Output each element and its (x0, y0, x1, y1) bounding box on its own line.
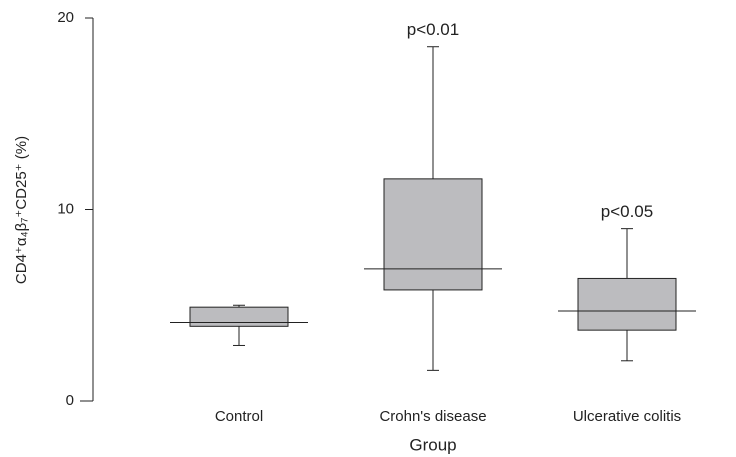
y-tick-label: 10 (57, 200, 74, 217)
y-axis-label: CD4⁺α₄β₇⁺CD25⁺ (%) (13, 136, 30, 284)
x-tick-label: Control (215, 408, 263, 425)
annotation: p<0.01 (407, 20, 459, 39)
box (189, 306, 289, 327)
y-tick-label: 0 (66, 392, 74, 409)
annotation: p<0.05 (601, 202, 653, 221)
x-axis-label: Group (409, 435, 456, 454)
x-tick-label: Crohn's disease (379, 408, 486, 425)
box (383, 178, 483, 291)
y-tick-label: 20 (57, 9, 74, 26)
x-tick-label: Ulcerative colitis (573, 408, 681, 425)
box (577, 277, 677, 331)
